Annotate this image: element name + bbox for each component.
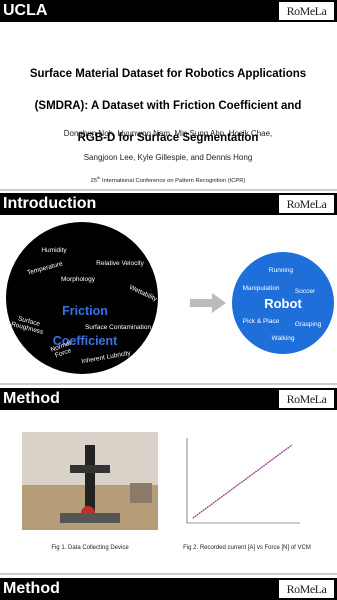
header-bar (0, 0, 337, 22)
intro-graphic (6, 222, 334, 374)
conference: 25th International Conference on Pattern… (8, 175, 328, 184)
header: UCLA (3, 2, 48, 19)
conference-text: International Conference on Pattern Reco… (100, 177, 246, 184)
title-line: RGB-D for Surface Segmentation (77, 132, 259, 144)
authors-line: Sangjoon Lee, Kyle Gillespie, and Dennis… (83, 153, 253, 162)
friction-center-line: Friction (62, 304, 108, 318)
factor: Humidity (41, 247, 67, 254)
task: Grasping (294, 321, 322, 328)
photo-device (70, 465, 110, 473)
task: Walking (271, 335, 295, 342)
task: Pick & Place (242, 318, 280, 325)
factor: Morphology (61, 276, 95, 283)
factor: Relative Velocity (96, 260, 144, 267)
task: Manipulation (242, 285, 280, 292)
separator (0, 573, 337, 575)
caption: Fig 2. Recorded current [A] vs Force [N]… (183, 545, 311, 551)
authors: Donghun Noh, Hyunwoo Nam, Min Sung Ahn, … (8, 116, 328, 176)
factor: Surface Contamination (84, 324, 152, 331)
title-line: (SMDRA): A Dataset with Friction Coeffic… (34, 100, 302, 112)
header-bar (0, 578, 337, 600)
method-figures (22, 432, 300, 530)
photo-box (130, 483, 152, 503)
header-bar (0, 193, 337, 215)
photo-device (85, 445, 95, 515)
friction-center: Friction Coefficient (53, 289, 118, 364)
logo: RoMeLa (279, 195, 334, 213)
conference-suffix: th (97, 175, 101, 180)
title: Surface Material Dataset for Robotics Ap… (3, 50, 333, 162)
authors-line: Donghun Noh, Hyunwoo Nam, Min Sung Ahn, … (63, 129, 273, 138)
photo-device (60, 513, 120, 523)
separator (0, 383, 337, 385)
title-line: Surface Material Dataset for Robotics Ap… (29, 68, 307, 80)
plot-fit (192, 444, 293, 519)
arrow (190, 293, 226, 313)
conference-number: 25 (90, 177, 98, 184)
header: Method (3, 580, 60, 597)
friction-center-line: Coefficient (52, 334, 118, 348)
separator (0, 189, 337, 191)
header: Method (3, 390, 60, 407)
header: Introduction (3, 195, 97, 212)
logo: RoMeLa (279, 390, 334, 408)
robot-center: Robot (264, 296, 302, 311)
logo: RoMeLa (279, 580, 334, 598)
header-bar (0, 388, 337, 410)
friction-circle (6, 222, 158, 374)
task: Soccer (294, 288, 316, 295)
robot-circle (232, 252, 334, 354)
logo: RoMeLa (279, 2, 334, 20)
caption: Fig 1. Data Collecting Device (51, 545, 129, 551)
task: Running (268, 267, 294, 274)
